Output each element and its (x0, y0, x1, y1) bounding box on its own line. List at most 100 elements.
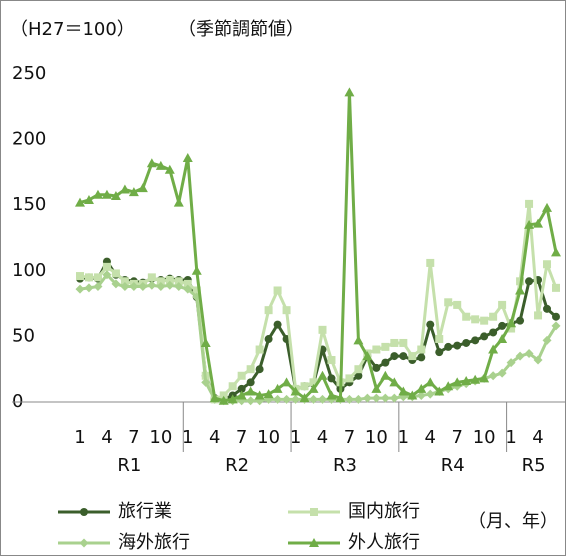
point (344, 394, 354, 404)
x-tick-label: 4 (532, 427, 543, 448)
point (119, 184, 130, 194)
point (461, 376, 472, 386)
x-tick-label: 7 (344, 427, 355, 448)
point (471, 336, 480, 345)
point (506, 318, 517, 328)
point (353, 335, 364, 345)
point (453, 300, 462, 309)
legend-marker (80, 508, 88, 516)
point (543, 260, 552, 269)
point (228, 382, 237, 391)
group-label: R4 (441, 455, 465, 476)
point (120, 277, 129, 286)
point (515, 351, 525, 361)
point (101, 189, 112, 199)
legend-label: 旅行業 (118, 501, 172, 522)
point (525, 199, 534, 208)
group-label: R5 (522, 455, 546, 476)
point (111, 279, 121, 289)
point (452, 377, 463, 387)
point (309, 378, 318, 387)
point (399, 338, 408, 347)
point (282, 306, 291, 315)
point (543, 304, 552, 313)
point (354, 371, 363, 380)
note: （季節調節値） (178, 19, 304, 40)
point (327, 356, 336, 365)
point (462, 312, 471, 321)
x-tick-label: 7 (128, 427, 139, 448)
point (525, 277, 534, 286)
point (75, 284, 85, 294)
point (83, 194, 94, 204)
point (317, 394, 327, 404)
point (327, 374, 336, 383)
point (435, 335, 444, 344)
point (84, 273, 93, 282)
point (354, 365, 363, 374)
point (488, 344, 499, 354)
point (417, 353, 426, 362)
point (155, 160, 166, 170)
point (534, 311, 543, 320)
point (218, 395, 229, 405)
point (254, 390, 265, 400)
point (282, 394, 292, 404)
point (138, 282, 148, 292)
point (479, 373, 490, 383)
point (128, 187, 139, 197)
unit-label: （H27＝100） (10, 19, 135, 40)
legend-label: 国内旅行 (348, 501, 420, 522)
point (489, 312, 498, 321)
point (75, 197, 85, 207)
point (470, 374, 481, 384)
point (489, 328, 498, 337)
x-tick-label: 7 (236, 427, 247, 448)
point (147, 273, 156, 282)
point (264, 306, 273, 315)
point (533, 355, 543, 365)
point (480, 316, 489, 325)
point (318, 325, 327, 334)
point (551, 247, 561, 257)
y-tick-label: 250 (12, 63, 46, 84)
point (209, 393, 220, 403)
point (362, 351, 373, 361)
point (444, 298, 453, 307)
legend-marker (79, 538, 89, 548)
point (407, 390, 418, 400)
x-tick-label: 4 (425, 427, 436, 448)
point (444, 342, 453, 351)
x-tick-label: 4 (209, 427, 220, 448)
x-tick-label: 10 (149, 427, 172, 448)
point (471, 315, 480, 324)
point (120, 282, 130, 292)
point (498, 300, 507, 309)
point (345, 374, 354, 383)
point (362, 393, 372, 403)
point (380, 393, 390, 403)
point (156, 282, 166, 292)
point (389, 377, 400, 387)
point (237, 384, 246, 393)
point (84, 283, 94, 293)
point (371, 393, 381, 403)
x-tick-label: 1 (505, 427, 516, 448)
legend-marker (309, 538, 319, 547)
point (263, 389, 274, 399)
point (326, 390, 337, 400)
point (93, 282, 103, 292)
point (174, 282, 184, 292)
point (164, 164, 175, 174)
point (381, 358, 390, 367)
x-tick-label: 10 (473, 427, 496, 448)
point (506, 358, 516, 368)
point (192, 286, 201, 295)
point (542, 202, 553, 212)
point (524, 348, 534, 358)
point (317, 370, 328, 380)
point (76, 272, 84, 281)
point (236, 390, 247, 400)
point (497, 334, 508, 344)
point (281, 377, 292, 387)
